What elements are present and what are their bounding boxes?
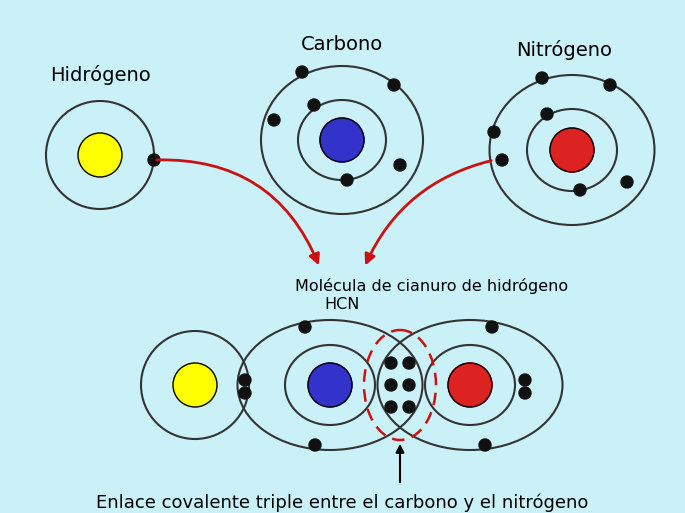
Circle shape [239, 387, 251, 399]
Circle shape [519, 374, 531, 386]
Circle shape [388, 79, 400, 91]
Circle shape [604, 79, 616, 91]
Circle shape [385, 379, 397, 391]
Circle shape [403, 379, 415, 391]
Circle shape [488, 126, 500, 138]
Circle shape [268, 114, 280, 126]
Circle shape [448, 363, 492, 407]
Circle shape [574, 184, 586, 196]
Circle shape [519, 387, 531, 399]
Circle shape [173, 363, 217, 407]
Circle shape [541, 108, 553, 120]
Circle shape [385, 401, 397, 413]
Text: Hidrógeno: Hidrógeno [50, 65, 151, 85]
Circle shape [496, 154, 508, 166]
Circle shape [299, 321, 311, 333]
Circle shape [479, 439, 491, 451]
Circle shape [394, 159, 406, 171]
Text: Molécula de cianuro de hidrógeno: Molécula de cianuro de hidrógeno [295, 278, 568, 294]
Circle shape [385, 357, 397, 369]
Circle shape [309, 439, 321, 451]
Circle shape [536, 72, 548, 84]
Circle shape [341, 174, 353, 186]
Circle shape [308, 363, 352, 407]
Circle shape [296, 66, 308, 78]
Text: Enlace covalente triple entre el carbono y el nitrógeno: Enlace covalente triple entre el carbono… [96, 494, 588, 512]
Circle shape [239, 374, 251, 386]
Circle shape [403, 401, 415, 413]
Circle shape [621, 176, 633, 188]
Text: Carbono: Carbono [301, 35, 383, 54]
Text: HCN: HCN [324, 297, 360, 312]
Text: Nitrógeno: Nitrógeno [516, 40, 612, 60]
Circle shape [320, 118, 364, 162]
Circle shape [308, 99, 320, 111]
Circle shape [550, 128, 594, 172]
Circle shape [486, 321, 498, 333]
Circle shape [403, 357, 415, 369]
Circle shape [78, 133, 122, 177]
Circle shape [148, 154, 160, 166]
